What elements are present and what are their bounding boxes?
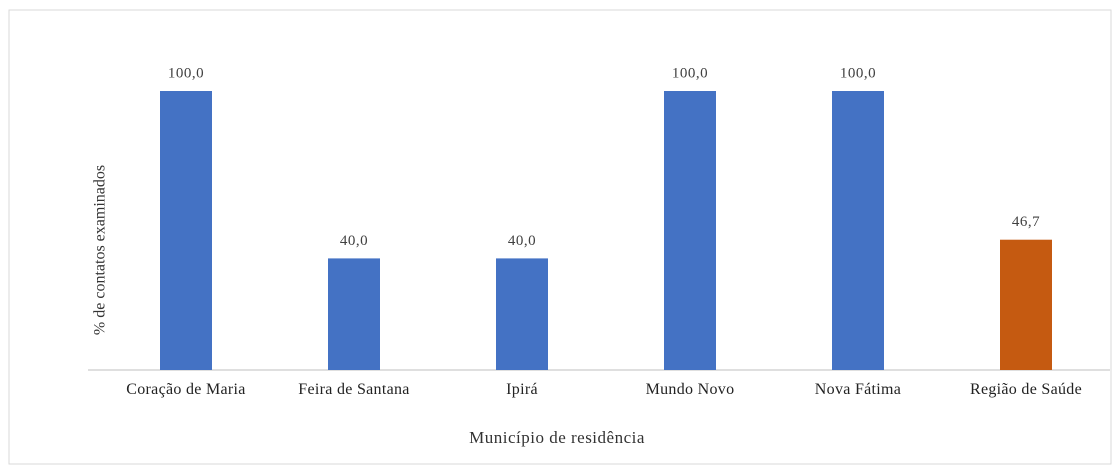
x-tick-label: Ipirá xyxy=(506,381,538,398)
bar xyxy=(160,91,212,370)
value-label: 40,0 xyxy=(508,233,536,249)
value-label: 40,0 xyxy=(340,233,368,249)
value-label: 46,7 xyxy=(1012,214,1040,230)
value-label: 100,0 xyxy=(840,65,876,81)
x-tick-label: Mundo Novo xyxy=(645,381,735,398)
bar xyxy=(664,91,716,370)
x-tick-label: Região de Saúde xyxy=(969,381,1083,398)
x-axis-title: Município de residência xyxy=(469,428,645,447)
chart-border xyxy=(8,9,1112,465)
value-label: 100,0 xyxy=(672,65,708,81)
x-tick-label: Feira de Santana xyxy=(298,381,410,398)
bar xyxy=(832,91,884,370)
bar xyxy=(1000,239,1052,370)
bar xyxy=(496,258,548,370)
bar xyxy=(328,258,380,370)
y-axis-title: % de contatos examinados xyxy=(92,165,109,335)
x-tick-label: Coração de Maria xyxy=(126,381,246,398)
value-label: 100,0 xyxy=(168,65,204,81)
x-tick-label: Nova Fátima xyxy=(814,381,902,398)
